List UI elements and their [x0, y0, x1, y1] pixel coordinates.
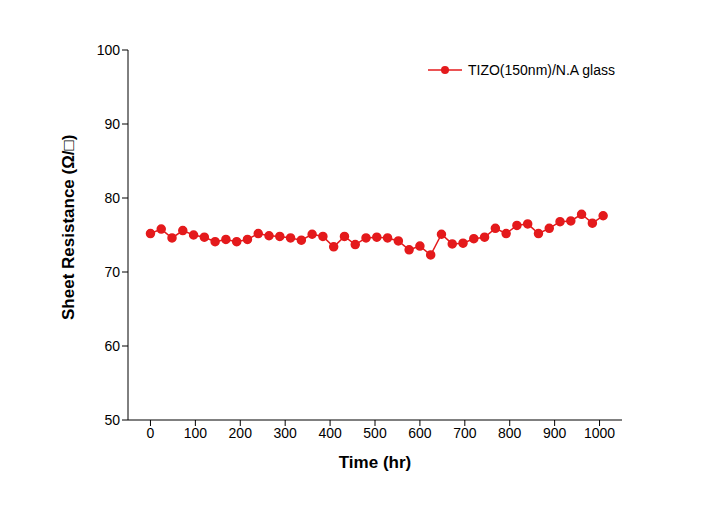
- svg-text:Sheet Resistance (Ω/□): Sheet Resistance (Ω/□): [59, 135, 78, 320]
- svg-text:0: 0: [147, 425, 155, 441]
- svg-text:1000: 1000: [584, 425, 615, 441]
- svg-text:60: 60: [104, 338, 120, 354]
- svg-text:80: 80: [104, 190, 120, 206]
- svg-text:200: 200: [229, 425, 253, 441]
- svg-text:Time (hr): Time (hr): [339, 453, 411, 472]
- svg-text:100: 100: [184, 425, 208, 441]
- svg-text:300: 300: [274, 425, 298, 441]
- svg-text:500: 500: [363, 425, 387, 441]
- svg-text:70: 70: [104, 264, 120, 280]
- svg-text:700: 700: [453, 425, 477, 441]
- svg-text:50: 50: [104, 412, 120, 428]
- svg-text:400: 400: [318, 425, 342, 441]
- svg-text:900: 900: [543, 425, 567, 441]
- svg-text:600: 600: [408, 425, 432, 441]
- html-text:TIZO(150nm)/N.A glass: TIZO(150nm)/N.A glass: [468, 62, 615, 78]
- svg-text:90: 90: [104, 116, 120, 132]
- svg-text:800: 800: [498, 425, 522, 441]
- svg-text:100: 100: [97, 42, 121, 58]
